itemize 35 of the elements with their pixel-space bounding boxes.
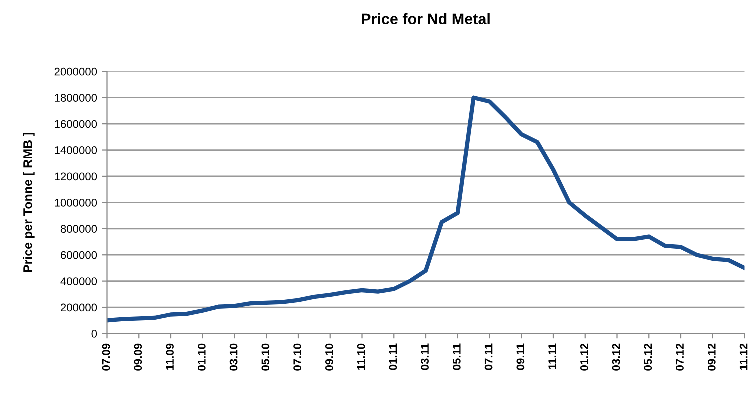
x-tick-label: 01.11 xyxy=(389,344,398,370)
x-tick-label: 05.12 xyxy=(644,344,652,371)
x-tick-label: 07.09 xyxy=(102,344,110,371)
y-tick-label: 0 xyxy=(92,330,98,338)
y-tick-label: 1600000 xyxy=(55,120,98,128)
y-tick-label: 600000 xyxy=(61,251,98,260)
y-axis-title: Price per Tonne [ RMB ] xyxy=(23,133,35,272)
x-tick-label: 01.12 xyxy=(580,344,588,371)
x-tick-label: 05.10 xyxy=(262,344,270,371)
x-tick-label: 11.12 xyxy=(740,344,748,370)
y-tick-label: 1000000 xyxy=(55,198,98,207)
x-tick-label: 07.12 xyxy=(676,344,684,371)
y-tick-label: 1400000 xyxy=(55,146,98,154)
x-tick-label: 03.10 xyxy=(230,344,238,371)
x-tick-label: 07.11 xyxy=(484,344,493,370)
x-tick-label: 03.12 xyxy=(612,344,620,371)
y-tick-label: 2000000 xyxy=(54,68,98,76)
x-tick-label: 09.10 xyxy=(325,344,334,371)
y-tick-label: 800000 xyxy=(60,225,98,234)
x-tick-label: 09.12 xyxy=(708,344,716,371)
x-tick-label: 05.11 xyxy=(452,344,461,370)
chart-title: Price for Nd Metal xyxy=(362,13,490,25)
line-series xyxy=(107,96,745,323)
x-tick-label: 11.09 xyxy=(166,344,174,370)
x-tick-label: 11.10 xyxy=(357,344,366,370)
y-tick-label: 400000 xyxy=(60,278,98,286)
x-tick-label: 07.10 xyxy=(294,344,302,371)
y-tick-label: 200000 xyxy=(61,304,98,312)
x-tick-label: 09.11 xyxy=(516,344,525,370)
y-tick-label: 1800000 xyxy=(55,94,98,102)
x-tick-label: 09.09 xyxy=(134,344,142,371)
y-tick-label: 1200000 xyxy=(55,172,98,181)
x-tick-label: 11.11 xyxy=(548,344,556,370)
x-tick-label: 03.11 xyxy=(421,344,429,370)
x-tick-label: 01.10 xyxy=(198,344,206,371)
